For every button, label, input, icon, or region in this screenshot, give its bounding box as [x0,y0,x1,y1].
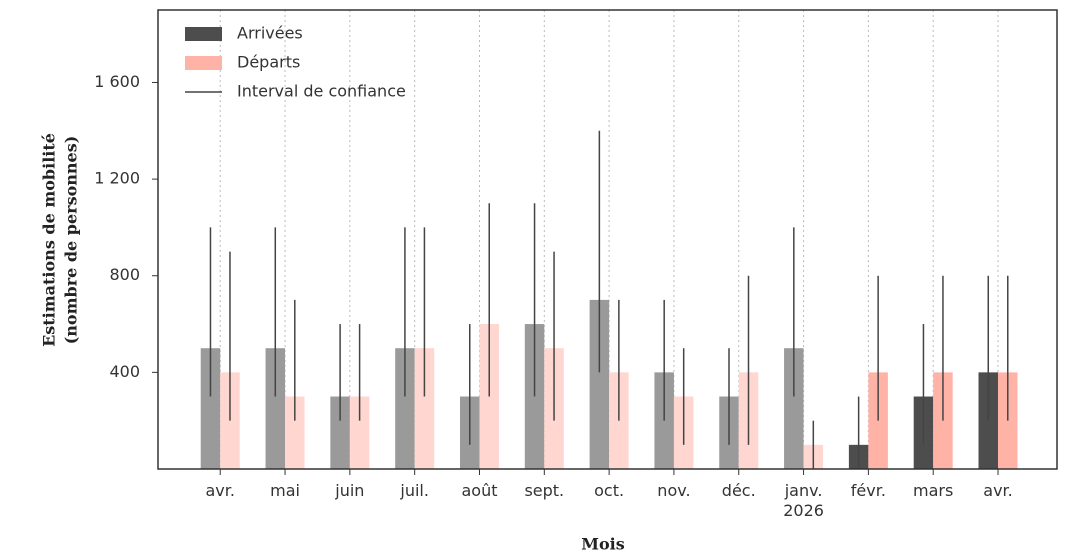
x-tick-label: oct. [594,481,625,500]
y-axis-label: (nombre de personnes) [62,136,81,345]
x-tick-label: juin [335,481,365,500]
bar [330,396,350,469]
x-tick-label: mai [270,481,300,500]
x-tick-label: avr. [205,481,235,500]
y-tick-label: 1 600 [94,72,140,91]
y-tick-label: 1 200 [94,169,140,188]
legend-label: Arrivées [237,24,303,43]
bar [414,348,435,469]
x-tick-label: juil. [400,481,429,500]
bar [784,348,804,469]
y-axis-label: Estimations de mobilité [40,133,59,347]
bar [200,348,221,469]
bar [285,396,305,469]
bar [265,348,286,469]
legend-swatch [185,27,222,41]
legend-label: Interval de confiance [237,82,406,101]
bar [349,396,370,469]
x-tick-label: août [461,481,498,500]
x-axis-label: Mois [581,535,624,554]
x-tick-label: janv. 2026 [783,481,824,520]
legend-label: Départs [237,53,300,72]
legend-swatch [185,56,222,70]
x-tick-label: déc. [721,481,756,500]
x-tick-label: avr. [983,481,1013,500]
bar [589,299,610,469]
x-tick-label: nov. [657,481,691,500]
x-tick-label: sept. [524,481,565,500]
x-tick-label: mars [913,481,954,500]
x-tick-label: févr. [850,481,886,500]
plot-frame [157,9,1058,470]
y-tick-label: 400 [109,362,140,381]
bar [395,348,415,469]
y-tick-label: 800 [109,265,140,284]
